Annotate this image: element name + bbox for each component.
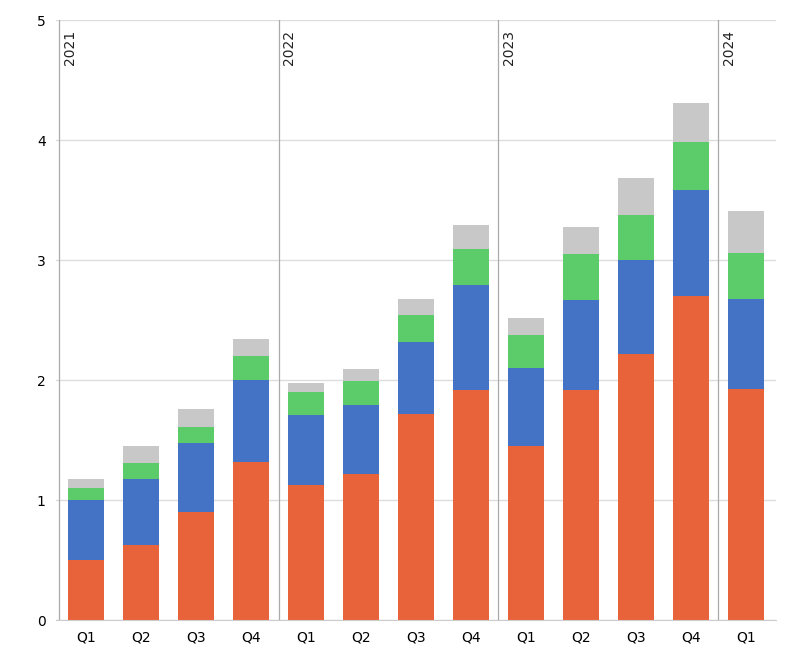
Bar [453, 390, 489, 620]
Bar [343, 474, 379, 620]
Bar [673, 143, 709, 191]
Bar [343, 382, 379, 406]
Bar [68, 560, 104, 620]
Bar [178, 427, 214, 443]
Bar [234, 356, 269, 380]
Bar [453, 225, 489, 249]
Bar [398, 342, 434, 414]
Bar [508, 368, 544, 446]
Bar [343, 406, 379, 474]
Bar [673, 296, 709, 620]
Bar [728, 299, 764, 389]
Bar [123, 446, 159, 463]
Bar [288, 392, 324, 415]
Bar [508, 335, 544, 368]
Bar [618, 179, 654, 215]
Bar [288, 415, 324, 485]
Bar [563, 299, 598, 390]
Bar [563, 254, 598, 299]
Bar [618, 354, 654, 620]
Bar [398, 414, 434, 620]
Text: 2021: 2021 [62, 29, 77, 65]
Bar [728, 211, 764, 253]
Bar [178, 512, 214, 620]
Bar [68, 500, 104, 560]
Bar [508, 446, 544, 620]
Bar [234, 380, 269, 462]
Bar [178, 409, 214, 427]
Bar [123, 479, 159, 545]
Bar [673, 103, 709, 143]
Bar [398, 315, 434, 342]
Bar [288, 485, 324, 620]
Bar [563, 390, 598, 620]
Bar [68, 479, 104, 488]
Bar [673, 191, 709, 296]
Bar [453, 285, 489, 390]
Bar [728, 253, 764, 299]
Bar [508, 317, 544, 335]
Bar [618, 260, 654, 354]
Bar [398, 299, 434, 315]
Bar [234, 462, 269, 620]
Bar [728, 389, 764, 620]
Bar [68, 488, 104, 500]
Bar [343, 370, 379, 382]
Bar [123, 545, 159, 620]
Bar [178, 443, 214, 512]
Bar [563, 227, 598, 254]
Bar [234, 340, 269, 356]
Bar [453, 249, 489, 285]
Bar [288, 383, 324, 392]
Bar [123, 463, 159, 479]
Text: 2022: 2022 [282, 29, 297, 65]
Bar [618, 215, 654, 260]
Text: 2023: 2023 [502, 29, 516, 65]
Text: 2024: 2024 [722, 29, 736, 65]
